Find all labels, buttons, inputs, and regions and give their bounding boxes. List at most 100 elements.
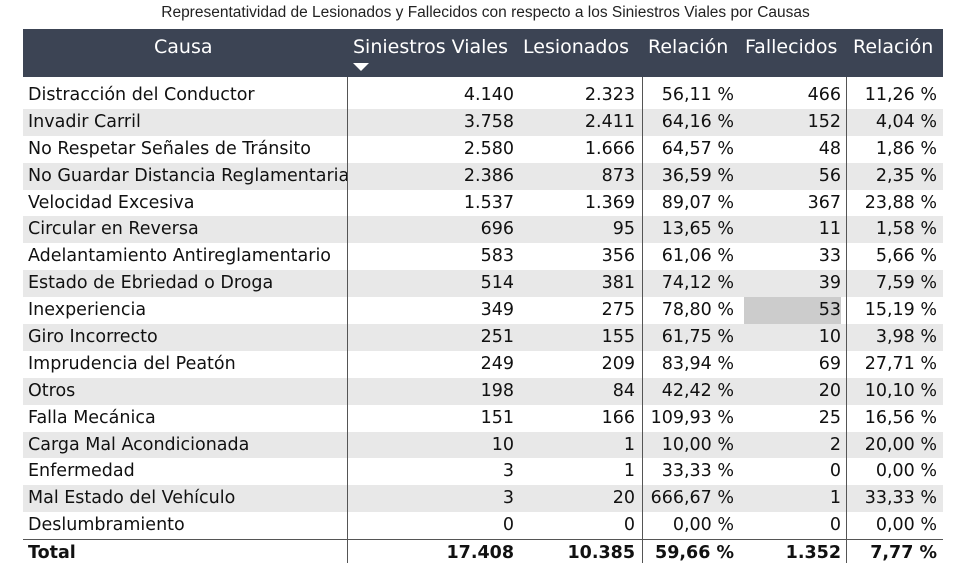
cell-siniestros-viales: 3 <box>502 488 514 509</box>
table-row[interactable]: Adelantamiento Antireglamentario 583 356 61… <box>23 243 943 270</box>
cell-fallecidos: 11 <box>818 219 841 240</box>
cell-relacion-fallecidos: 1,58 % <box>875 219 937 240</box>
cell-fallecidos: 25 <box>818 407 841 428</box>
cell-fallecidos: 56 <box>818 165 841 186</box>
cell-relacion-lesionados: 61,06 % <box>661 246 734 267</box>
cell-causa: Invadir Carril <box>28 111 141 132</box>
cell-causa: Velocidad Excesiva <box>28 192 195 213</box>
cell-causa: Inexperiencia <box>28 300 147 321</box>
table-row[interactable]: Mal Estado del Vehículo 3 20 666,67 % 1 33,33… <box>23 485 943 513</box>
cell-siniestros-viales: 2.580 <box>463 138 514 159</box>
cell-lesionados: 2.323 <box>584 85 635 105</box>
cell-relacion-fallecidos: 33,33 % <box>864 488 937 509</box>
cell-relacion-fallecidos: 4,04 % <box>875 111 937 132</box>
cell-fallecidos: 48 <box>818 138 841 159</box>
cell-fallecidos: 0 <box>829 515 841 536</box>
cell-relacion-lesionados: 59,66 % <box>655 543 734 564</box>
table-row[interactable]: Inexperiencia 349 275 78,80 % 53 15,19 % <box>23 297 943 325</box>
cell-relacion-fallecidos: 1,86 % <box>875 138 937 159</box>
cell-siniestros-viales: 251 <box>480 327 514 348</box>
column-header-relacion-lesionados[interactable]: Relación <box>648 36 729 58</box>
cell-siniestros-viales: 4.140 <box>463 85 514 105</box>
cell-siniestros-viales: 583 <box>480 246 514 267</box>
sort-descending-icon[interactable] <box>353 63 369 71</box>
column-header-siniestros-viales[interactable]: Siniestros Viales <box>353 36 509 58</box>
cell-fallecidos: 152 <box>807 111 841 132</box>
cell-fallecidos: 39 <box>818 273 841 294</box>
cell-lesionados: 275 <box>601 300 635 321</box>
cell-fallecidos: 1 <box>829 488 841 509</box>
cell-siniestros-viales: 151 <box>480 407 514 428</box>
table-row[interactable]: Giro Incorrecto 251 155 61,75 % 10 3,98 % <box>23 324 943 351</box>
cell-relacion-fallecidos: 23,88 % <box>864 192 937 213</box>
cell-relacion-fallecidos: 0,00 % <box>875 515 937 536</box>
cell-siniestros-viales: 2.386 <box>463 165 514 186</box>
cell-relacion-lesionados: 64,57 % <box>661 138 734 159</box>
column-divider <box>347 77 348 563</box>
cell-siniestros-viales: 349 <box>480 300 514 321</box>
cell-relacion-fallecidos: 7,59 % <box>875 273 937 294</box>
cell-causa: Falla Mecánica <box>28 407 156 428</box>
cell-relacion-lesionados: 666,67 % <box>650 488 734 509</box>
cell-lesionados: 381 <box>601 273 635 294</box>
cell-relacion-lesionados: 36,59 % <box>661 165 734 186</box>
cell-relacion-lesionados: 10,00 % <box>661 434 734 455</box>
column-header-fallecidos[interactable]: Fallecidos <box>745 36 838 58</box>
cell-causa: Enfermedad <box>28 461 135 482</box>
cell-fallecidos: 53 <box>744 297 841 325</box>
cell-siniestros-viales: 17.408 <box>446 543 514 564</box>
table-row[interactable]: Circular en Reversa 696 95 13,65 % 11 1,58 % <box>23 216 943 244</box>
cell-causa: Deslumbramiento <box>28 515 185 536</box>
cell-lesionados: 2.411 <box>584 111 635 132</box>
table-row[interactable]: Distracción del Conductor 4.140 2.323 56,11… <box>23 82 943 109</box>
cell-siniestros-viales: 696 <box>480 219 514 240</box>
cell-fallecidos: 1.352 <box>785 543 841 564</box>
cell-causa: Total <box>28 543 76 564</box>
cell-lesionados: 0 <box>623 515 635 536</box>
table-row[interactable]: Estado de Ebriedad o Droga 514 381 74,12 % 3… <box>23 270 943 298</box>
cell-fallecidos: 33 <box>818 246 841 267</box>
cell-fallecidos: 69 <box>818 353 841 374</box>
column-header-relacion-fallecidos[interactable]: Relación <box>853 36 934 58</box>
cell-relacion-lesionados: 83,94 % <box>661 353 734 374</box>
table-body: Distracción del Conductor 4.140 2.323 56,11… <box>23 82 943 567</box>
table-row[interactable]: Carga Mal Acondicionada 10 1 10,00 % 2 20,00 … <box>23 431 943 459</box>
table-row[interactable]: Falla Mecánica 151 166 109,93 % 25 16,56 % <box>23 405 943 432</box>
cell-lesionados: 1 <box>623 461 635 482</box>
cell-fallecidos: 20 <box>818 380 841 401</box>
total-row[interactable]: Total 17.408 10.385 59,66 % 1.352 7,77 % <box>23 539 943 567</box>
cell-causa: Mal Estado del Vehículo <box>28 488 236 509</box>
cell-causa: Circular en Reversa <box>28 219 199 240</box>
table-row[interactable]: Enfermedad 3 1 33,33 % 0 0,00 % <box>23 458 943 485</box>
cell-siniestros-viales: 1.537 <box>463 192 514 213</box>
cell-lesionados: 20 <box>612 488 635 509</box>
column-header-lesionados[interactable]: Lesionados <box>523 36 630 58</box>
cell-lesionados: 1 <box>623 434 635 455</box>
cell-siniestros-viales: 3 <box>502 461 514 482</box>
cell-lesionados: 873 <box>601 165 635 186</box>
cell-causa: Giro Incorrecto <box>28 327 158 348</box>
cell-relacion-lesionados: 109,93 % <box>650 407 734 428</box>
table-row[interactable]: Velocidad Excesiva 1.537 1.369 89,07 % 367 23… <box>23 190 943 217</box>
cell-causa: Distracción del Conductor <box>28 85 255 105</box>
column-header-causa[interactable]: Causa <box>154 36 213 58</box>
table-header: Causa Siniestros Viales Lesionados Relac… <box>23 29 943 77</box>
cell-relacion-fallecidos: 3,98 % <box>875 327 937 348</box>
cell-relacion-lesionados: 13,65 % <box>661 219 734 240</box>
cell-causa: Otros <box>28 380 76 401</box>
cell-fallecidos: 367 <box>807 192 841 213</box>
cell-lesionados: 1.369 <box>584 192 635 213</box>
cell-fallecidos: 0 <box>829 461 841 482</box>
cell-relacion-lesionados: 61,75 % <box>661 327 734 348</box>
cell-lesionados: 10.385 <box>567 543 635 564</box>
cell-lesionados: 166 <box>601 407 635 428</box>
table-row[interactable]: Imprudencia del Peatón 249 209 83,94 % 69 27,… <box>23 351 943 378</box>
table-row[interactable]: Invadir Carril 3.758 2.411 64,16 % 152 4,04 % <box>23 108 943 136</box>
table-row[interactable]: No Guardar Distancia Reglamentaria 2.386 8… <box>23 162 943 190</box>
table-row[interactable]: No Respetar Señales de Tránsito 2.580 1.66… <box>23 136 943 163</box>
table-row[interactable]: Deslumbramiento 0 0 0,00 % 0 0,00 % <box>23 512 943 539</box>
cell-relacion-lesionados: 89,07 % <box>661 192 734 213</box>
cell-relacion-lesionados: 78,80 % <box>661 300 734 321</box>
table-row[interactable]: Otros 198 84 42,42 % 20 10,10 % <box>23 377 943 405</box>
cell-siniestros-viales: 249 <box>480 353 514 374</box>
